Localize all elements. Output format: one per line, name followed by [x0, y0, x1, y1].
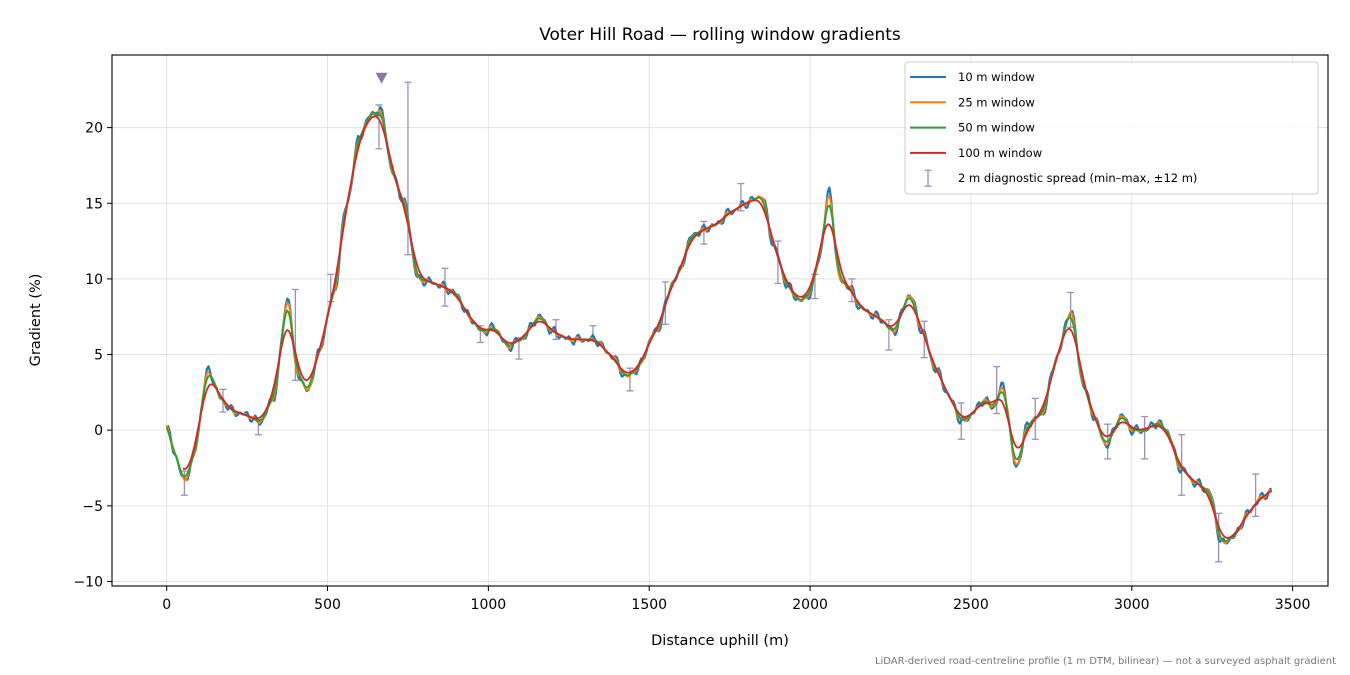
- y-tick-label: 5: [94, 348, 103, 364]
- x-tick-label: 1000: [471, 597, 507, 613]
- peak-marker-layer: [375, 72, 388, 84]
- spread-errorbar: [993, 365, 1001, 415]
- x-tick-label: 2000: [792, 597, 828, 613]
- x-tick-label: 0: [162, 597, 171, 613]
- legend-label: 25 m window: [958, 95, 1035, 109]
- legend-label: 50 m window: [958, 121, 1035, 135]
- y-axis-ticks: −10 −5 0 5 10 15 20: [73, 121, 112, 590]
- legend-label: 100 m window: [958, 146, 1042, 160]
- spread-errorbar: [180, 470, 188, 496]
- peak-marker: [375, 72, 388, 84]
- x-tick-label: 2500: [953, 597, 989, 613]
- footnote: LiDAR-derived road-centreline profile (1…: [875, 656, 1336, 667]
- y-tick-label: −5: [82, 499, 103, 515]
- y-tick-label: 0: [94, 423, 103, 439]
- y-tick-label: 15: [85, 196, 103, 212]
- spread-errorbar: [1141, 415, 1149, 460]
- spread-errorbar: [920, 320, 928, 359]
- y-tick-label: 10: [85, 272, 103, 288]
- y-tick-label: 20: [85, 121, 103, 137]
- y-tick-label: −10: [73, 574, 103, 590]
- series-line-4: [182, 115, 1273, 539]
- legend: 10 m window 25 m window 50 m window 100 m w…: [904, 61, 1319, 195]
- legend-label: 10 m window: [958, 70, 1035, 84]
- legend-box: [904, 61, 1319, 195]
- x-tick-label: 500: [314, 597, 341, 613]
- legend-label: 2 m diagnostic spread (min–max, ±12 m): [958, 171, 1197, 185]
- y-axis-label: Gradient (%): [28, 274, 44, 367]
- legend-swatch-errorbar: [924, 169, 932, 187]
- x-axis-ticks: 0 500 1000 1500 2000 2500 3000 3500: [162, 586, 1310, 613]
- x-axis-label: Distance uphill (m): [651, 633, 789, 649]
- x-tick-label: 1500: [631, 597, 667, 613]
- x-tick-label: 3000: [1114, 597, 1150, 613]
- series-lines: [165, 106, 1273, 545]
- spread-errorbar: [774, 240, 782, 285]
- chart-title: Voter Hill Road — rolling window gradien…: [539, 25, 901, 45]
- plot-frame: [111, 54, 1329, 587]
- spread-errorbar: [1252, 473, 1260, 518]
- x-tick-label: 3500: [1275, 597, 1311, 613]
